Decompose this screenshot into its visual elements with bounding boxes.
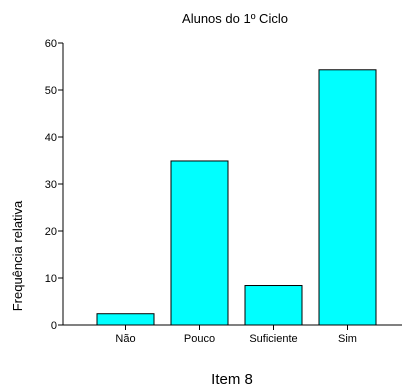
y-axis-label: Frequência relativa: [10, 200, 25, 311]
x-tick-label: Pouco: [184, 333, 215, 345]
y-tick-label: 60: [45, 38, 57, 50]
y-tick-label: 10: [45, 273, 57, 285]
y-tick-label: 20: [45, 226, 57, 238]
x-tick-label: Suficiente: [249, 333, 297, 345]
bar-1: [170, 160, 229, 326]
bar-2: [244, 285, 303, 326]
y-tick-label: 0: [51, 320, 57, 332]
x-tick-label: Não: [115, 333, 135, 345]
bar-3: [318, 69, 377, 326]
x-axis-label: Item 8: [211, 371, 253, 388]
bar-0: [96, 313, 155, 326]
plot-area: 0 10 20 30 40 50 60 Não Pouco Suficiente Sim: [45, 38, 402, 345]
chart-title: Alunos do 1º Ciclo: [182, 11, 288, 26]
x-tick-label: Sim: [338, 333, 357, 345]
y-tick-label: 50: [45, 85, 57, 97]
y-tick-label: 30: [45, 179, 57, 191]
y-tick-label: 40: [45, 132, 57, 144]
